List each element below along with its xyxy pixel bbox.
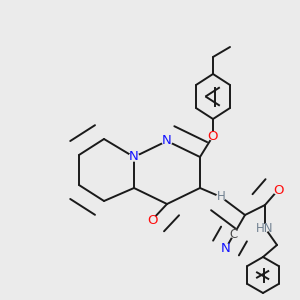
Text: HN: HN [256,221,274,235]
Ellipse shape [272,185,284,195]
Ellipse shape [220,243,232,253]
Ellipse shape [128,152,140,162]
Text: O: O [273,184,283,196]
Ellipse shape [229,230,239,238]
Text: C: C [230,227,238,241]
Text: N: N [221,242,231,254]
Ellipse shape [207,131,219,141]
Text: O: O [208,130,218,142]
Ellipse shape [146,215,158,225]
Ellipse shape [216,193,226,201]
Text: O: O [147,214,157,226]
Text: N: N [162,134,172,148]
Ellipse shape [161,136,173,146]
Text: H: H [217,190,225,203]
Text: N: N [129,151,139,164]
Ellipse shape [260,224,270,232]
